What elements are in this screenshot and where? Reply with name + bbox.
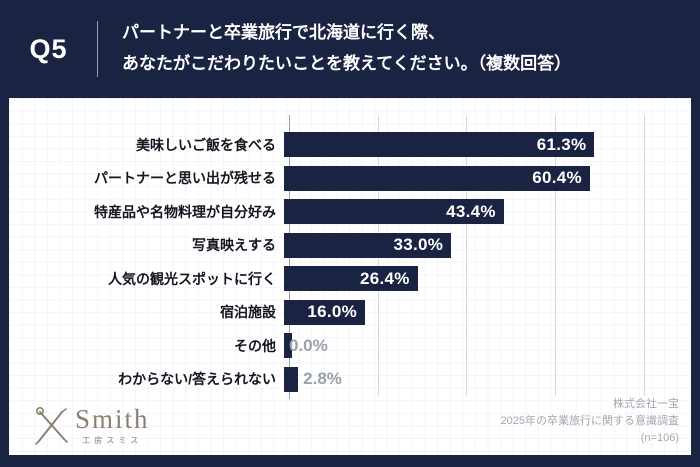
bar-track: 61.3% bbox=[283, 132, 691, 158]
value-label: 0.0% bbox=[289, 335, 328, 355]
question-number: Q5 bbox=[29, 33, 68, 64]
credit-company: 株式会社一宝 bbox=[613, 397, 679, 410]
brand-logo: Smith 工房スミス bbox=[31, 405, 150, 447]
bar: 16.0% bbox=[284, 299, 366, 325]
question-line-1: パートナーと卒業旅行で北海道に行く際、 bbox=[122, 23, 445, 43]
bar-track: 60.4% bbox=[283, 165, 691, 191]
chart-row: パートナーと思い出が残せる 60.4% bbox=[9, 162, 691, 196]
category-label: その他 bbox=[234, 337, 276, 354]
chart-row: わからない/答えられない 2.8% bbox=[9, 363, 691, 397]
bar: 33.0% bbox=[284, 232, 452, 258]
value-label: 61.3% bbox=[536, 134, 587, 154]
value-label: 43.4% bbox=[446, 201, 496, 221]
bar: 43.4% bbox=[284, 199, 504, 225]
credit-survey-title: 2025年の卒業旅行に関する意識調査 bbox=[500, 414, 679, 427]
chart-panel: 美味しいご飯を食べる 61.3% パートナーと思い出が残せる 60.4% 特産品や名物料… bbox=[9, 98, 691, 455]
survey-credit: 株式会社一宝 2025年の卒業旅行に関する意識調査 (n=106) bbox=[501, 396, 679, 447]
value-label: 16.0% bbox=[307, 302, 358, 322]
logo-wordmark: Smith bbox=[75, 404, 150, 434]
category-label: 人気の観光スポットに行く bbox=[108, 270, 276, 287]
bar-track: 16.0% bbox=[283, 299, 691, 325]
bar-track: 26.4% bbox=[283, 266, 691, 292]
category-label: 写真映えする bbox=[192, 237, 276, 254]
logo-subtitle: 工房スミス bbox=[82, 436, 143, 445]
bar: 60.4% bbox=[284, 165, 590, 191]
bar-track: 43.4% bbox=[283, 199, 691, 225]
gridline bbox=[466, 115, 468, 396]
gridline bbox=[554, 115, 556, 396]
chart-row: 美味しいご飯を食べる 61.3% bbox=[9, 128, 691, 162]
chart-row: 宿泊施設 16.0% bbox=[9, 296, 691, 330]
category-label: 宿泊施設 bbox=[220, 304, 276, 321]
bar-chart: 美味しいご飯を食べる 61.3% パートナーと思い出が残せる 60.4% 特産品や名物料… bbox=[9, 128, 691, 396]
bar-track: 33.0% bbox=[283, 232, 691, 258]
category-label: 特産品や名物料理が自分好み bbox=[94, 203, 276, 220]
chart-row: 人気の観光スポットに行く 26.4% bbox=[9, 262, 691, 296]
bar: 61.3% bbox=[284, 132, 595, 158]
category-label: パートナーと思い出が残せる bbox=[94, 170, 276, 187]
header-divider bbox=[97, 21, 98, 77]
credit-sample-size: (n=106) bbox=[640, 431, 679, 444]
chart-row: その他 0.0% bbox=[9, 329, 691, 363]
question-line-2: あなたがこだわりたいことを教えてください。（複数回答） bbox=[122, 54, 572, 73]
scissors-icon bbox=[31, 405, 75, 447]
question-header: Q5 パートナーと卒業旅行で北海道に行く際、 あなたがこだわりたいことを教えてく… bbox=[0, 0, 700, 98]
value-label: 33.0% bbox=[393, 235, 444, 255]
gridline bbox=[643, 115, 645, 396]
value-label: 26.4% bbox=[360, 268, 410, 288]
category-label: わからない/答えられない bbox=[118, 371, 276, 388]
bar bbox=[284, 333, 292, 359]
bar bbox=[284, 366, 299, 392]
bar: 26.4% bbox=[284, 266, 418, 292]
value-label: 2.8% bbox=[303, 369, 342, 389]
value-label: 60.4% bbox=[532, 168, 582, 188]
question-text: パートナーと卒業旅行で北海道に行く際、 あなたがこだわりたいことを教えてください… bbox=[122, 18, 571, 79]
panel-footer: Smith 工房スミス 株式会社一宝 2025年の卒業旅行に関する意識調査 (n… bbox=[9, 396, 691, 447]
chart-row: 特産品や名物料理が自分好み 43.4% bbox=[9, 195, 691, 229]
bar-track: 0.0% bbox=[283, 333, 691, 359]
category-label: 美味しいご飯を食べる bbox=[136, 136, 276, 153]
bar-track: 2.8% bbox=[283, 366, 691, 392]
chart-row: 写真映えする 33.0% bbox=[9, 229, 691, 263]
